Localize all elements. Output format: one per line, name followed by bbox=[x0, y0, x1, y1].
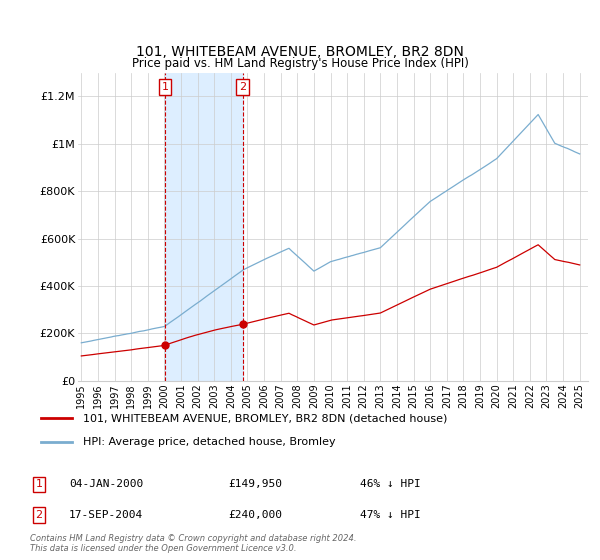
Text: £240,000: £240,000 bbox=[228, 510, 282, 520]
Text: 04-JAN-2000: 04-JAN-2000 bbox=[69, 479, 143, 489]
Text: 2: 2 bbox=[35, 510, 43, 520]
Text: 101, WHITEBEAM AVENUE, BROMLEY, BR2 8DN: 101, WHITEBEAM AVENUE, BROMLEY, BR2 8DN bbox=[136, 45, 464, 59]
Text: £149,950: £149,950 bbox=[228, 479, 282, 489]
Text: 46% ↓ HPI: 46% ↓ HPI bbox=[360, 479, 421, 489]
Text: 47% ↓ HPI: 47% ↓ HPI bbox=[360, 510, 421, 520]
Text: Price paid vs. HM Land Registry's House Price Index (HPI): Price paid vs. HM Land Registry's House … bbox=[131, 57, 469, 70]
Text: HPI: Average price, detached house, Bromley: HPI: Average price, detached house, Brom… bbox=[83, 436, 335, 446]
Text: 1: 1 bbox=[35, 479, 43, 489]
Text: 101, WHITEBEAM AVENUE, BROMLEY, BR2 8DN (detached house): 101, WHITEBEAM AVENUE, BROMLEY, BR2 8DN … bbox=[83, 413, 447, 423]
Text: 1: 1 bbox=[161, 82, 169, 92]
Bar bbox=[165, 73, 243, 381]
Text: Contains HM Land Registry data © Crown copyright and database right 2024.
This d: Contains HM Land Registry data © Crown c… bbox=[30, 534, 356, 553]
Text: 17-SEP-2004: 17-SEP-2004 bbox=[69, 510, 143, 520]
Text: 2: 2 bbox=[239, 82, 247, 92]
